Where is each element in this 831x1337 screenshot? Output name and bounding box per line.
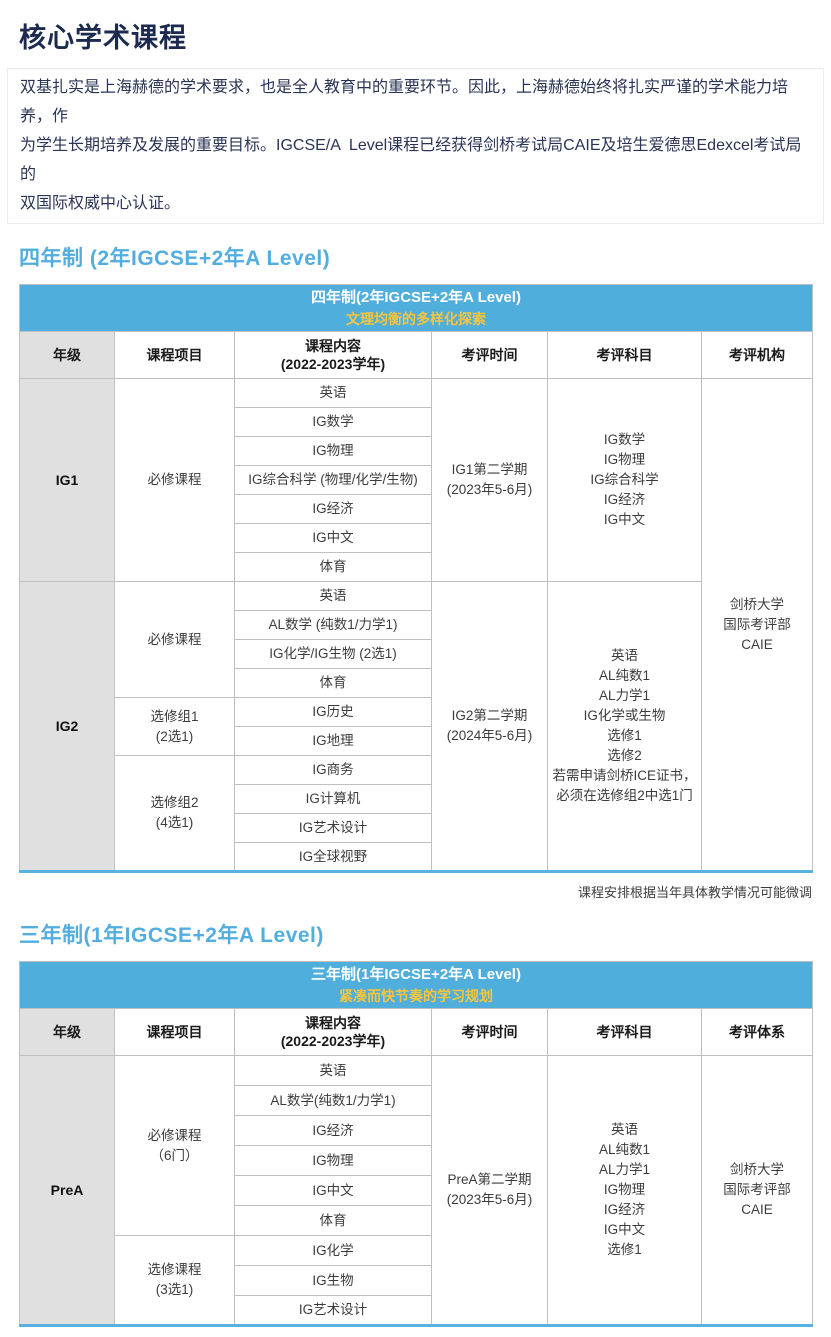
table-row: PreA 必修课程 （6门） 英语 PreA第二学期 (2023年5-6月) 英语 AL…: [19, 1055, 814, 1326]
content-cell: IG生物: [234, 1265, 432, 1296]
content-cell: 体育: [234, 552, 432, 582]
section-heading-4year: 四年制 (2年IGCSE+2年A Level): [19, 247, 331, 270]
project-cell: 必修课程 （6门）: [114, 1055, 235, 1236]
program-4year-section: 四年制 (2年IGCSE+2年A Level) 四年制(2年IGCSE+2年A …: [18, 242, 814, 901]
course-table-3year: 三年制(1年IGCSE+2年A Level) 紧凑而快节奏的学习规划年级 课程项目课…: [18, 961, 814, 1327]
column-header-subject: 考评科目: [547, 331, 702, 379]
table-banner-subtitle: 紧凑而快节奏的学习规划: [339, 988, 493, 1004]
table-row: IG数学: [20, 407, 813, 437]
course-table-4year: 四年制(2年IGCSE+2年A Level) 文理均衡的多样化探索年级 课程项目 课程…: [18, 284, 814, 873]
table-banner: 三年制(1年IGCSE+2年A Level) 紧凑而快节奏的学习规划: [18, 961, 814, 1009]
table-row: AL数学(纯数1/力学1): [20, 1085, 813, 1116]
table-row: IG计算机: [20, 784, 813, 814]
content-cell: AL数学(纯数1/力学1): [234, 1085, 432, 1116]
project-cell: 选修组2 (4选1): [114, 755, 235, 872]
project-cell: 选修课程 (3选1): [114, 1235, 235, 1326]
intro-paragraph: 双基扎实是上海赫德的学术要求，也是全人教育中的重要环节。因此，上海赫德始终将扎实…: [20, 79, 802, 212]
header-row: 年级 课程项目 课程内容 (2022-2023学年) 考评时间 考评科目 考评体系: [19, 1008, 814, 1056]
program-3year-section: 三年制(1年IGCSE+2年A Level) 三年制(1年IGCSE+2年A L…: [18, 919, 814, 1327]
agency-cell: 剑桥大学 国际考评部 CAIE: [700, 378, 814, 872]
subject-cell: IG数学 IG物理 IG综合科学 IG经济 IG中文: [547, 378, 702, 582]
time-cell: PreA第二学期 (2023年5-6月): [431, 1055, 548, 1326]
section-heading-3year: 三年制(1年IGCSE+2年A Level): [19, 924, 324, 947]
project-cell: 必修课程: [114, 581, 235, 698]
column-header-time: 考评时间: [431, 331, 548, 379]
page-title: 核心学术课程: [19, 23, 187, 53]
column-header-time: 考评时间: [431, 1008, 548, 1056]
table-footnote: 课程安排根据当年具体教学情况可能微调: [577, 885, 812, 900]
content-cell: IG化学/IG生物 (2选1): [234, 639, 432, 669]
table-banner-title: 四年制(2年IGCSE+2年A Level): [311, 289, 521, 306]
content-cell: IG数学: [234, 407, 432, 437]
grade-cell: IG2: [19, 581, 115, 872]
content-cell: IG化学: [234, 1235, 432, 1266]
content-cell: IG历史: [234, 697, 432, 727]
content-cell: IG经济: [234, 1115, 432, 1146]
banner-row: 四年制(2年IGCSE+2年A Level) 文理均衡的多样化探索: [18, 284, 814, 332]
project-cell: 必修课程: [114, 378, 235, 582]
subject-cell: 英语 AL纯数1 AL力学1 IG物理 IG经济 IG中文 选修1: [547, 1055, 702, 1326]
intro-box: 双基扎实是上海赫德的学术要求，也是全人教育中的重要环节。因此，上海赫德始终将扎实…: [7, 68, 824, 224]
grade-cell: PreA: [19, 1055, 115, 1326]
content-cell: IG经济: [234, 494, 432, 524]
content-cell: IG艺术设计: [234, 1295, 432, 1326]
table-banner-title: 三年制(1年IGCSE+2年A Level): [311, 966, 521, 983]
table-row: 选修组1 (2选1) IG历史: [20, 697, 813, 756]
content-cell: IG商务: [234, 755, 432, 785]
column-header-grade: 年级: [19, 331, 115, 379]
table-row: IG地理: [20, 726, 813, 756]
table-row: 体育: [20, 1205, 813, 1236]
column-header-content: 课程内容 (2022-2023学年): [234, 1008, 432, 1056]
content-cell: IG中文: [234, 523, 432, 553]
column-header-content: 课程内容 (2022-2023学年): [234, 331, 432, 379]
content-cell: IG全球视野: [234, 842, 432, 872]
content-cell: IG地理: [234, 726, 432, 756]
column-header-project: 课程项目: [114, 1008, 235, 1056]
table-row: IG经济: [20, 494, 813, 524]
content-cell: 英语: [234, 1055, 432, 1086]
time-cell: IG2第二学期 (2024年5-6月): [431, 581, 548, 872]
banner-row: 三年制(1年IGCSE+2年A Level) 紧凑而快节奏的学习规划: [18, 961, 814, 1009]
column-header-agency: 考评体系: [700, 1008, 814, 1056]
content-cell: IG计算机: [234, 784, 432, 814]
agency-cell: 剑桥大学 国际考评部 CAIE: [700, 1055, 814, 1326]
table-banner: 四年制(2年IGCSE+2年A Level) 文理均衡的多样化探索: [18, 284, 814, 332]
content-cell: 体育: [234, 668, 432, 698]
project-cell: 选修组1 (2选1): [114, 697, 235, 756]
column-header-subject: 考评科目: [547, 1008, 702, 1056]
subject-cell: 英语 AL纯数1 AL力学1 IG化学或生物 选修1 选修2 若需申请剑桥ICE…: [547, 581, 702, 872]
grade-cell: IG1: [19, 378, 115, 582]
content-cell: IG综合科学 (物理/化学/生物): [234, 465, 432, 495]
table-row: IG物理: [20, 436, 813, 466]
content-cell: IG中文: [234, 1175, 432, 1206]
column-header-grade: 年级: [19, 1008, 115, 1056]
content-cell: IG物理: [234, 436, 432, 466]
content-cell: IG物理: [234, 1145, 432, 1176]
time-cell: IG1第二学期 (2023年5-6月): [431, 378, 548, 582]
content-cell: 英语: [234, 378, 432, 408]
column-header-agency: 考评机构: [700, 331, 814, 379]
table-banner-subtitle: 文理均衡的多样化探索: [346, 311, 486, 327]
table-row: IG化学/IG生物 (2选1): [20, 639, 813, 669]
table-row: IG2 必修课程 英语 IG2第二学期 (2024年5-6月) 英语 AL纯数1 AL力…: [19, 581, 813, 872]
column-header-project: 课程项目: [114, 331, 235, 379]
table-row: IG全球视野: [20, 842, 813, 872]
content-cell: AL数学 (纯数1/力学1): [234, 610, 432, 640]
table-row: IG1 必修课程 英语 IG1第二学期 (2023年5-6月) IG数学 IG物理 IG…: [19, 378, 814, 872]
content-cell: 英语: [234, 581, 432, 611]
content-cell: IG艺术设计: [234, 813, 432, 843]
table-row: 选修组2 (4选1) IG商务: [20, 755, 813, 872]
content-cell: 体育: [234, 1205, 432, 1236]
header-row: 年级 课程项目 课程内容 (2022-2023学年) 考评时间 考评科目 考评机构: [19, 331, 814, 379]
table-row: AL数学 (纯数1/力学1): [20, 610, 813, 640]
